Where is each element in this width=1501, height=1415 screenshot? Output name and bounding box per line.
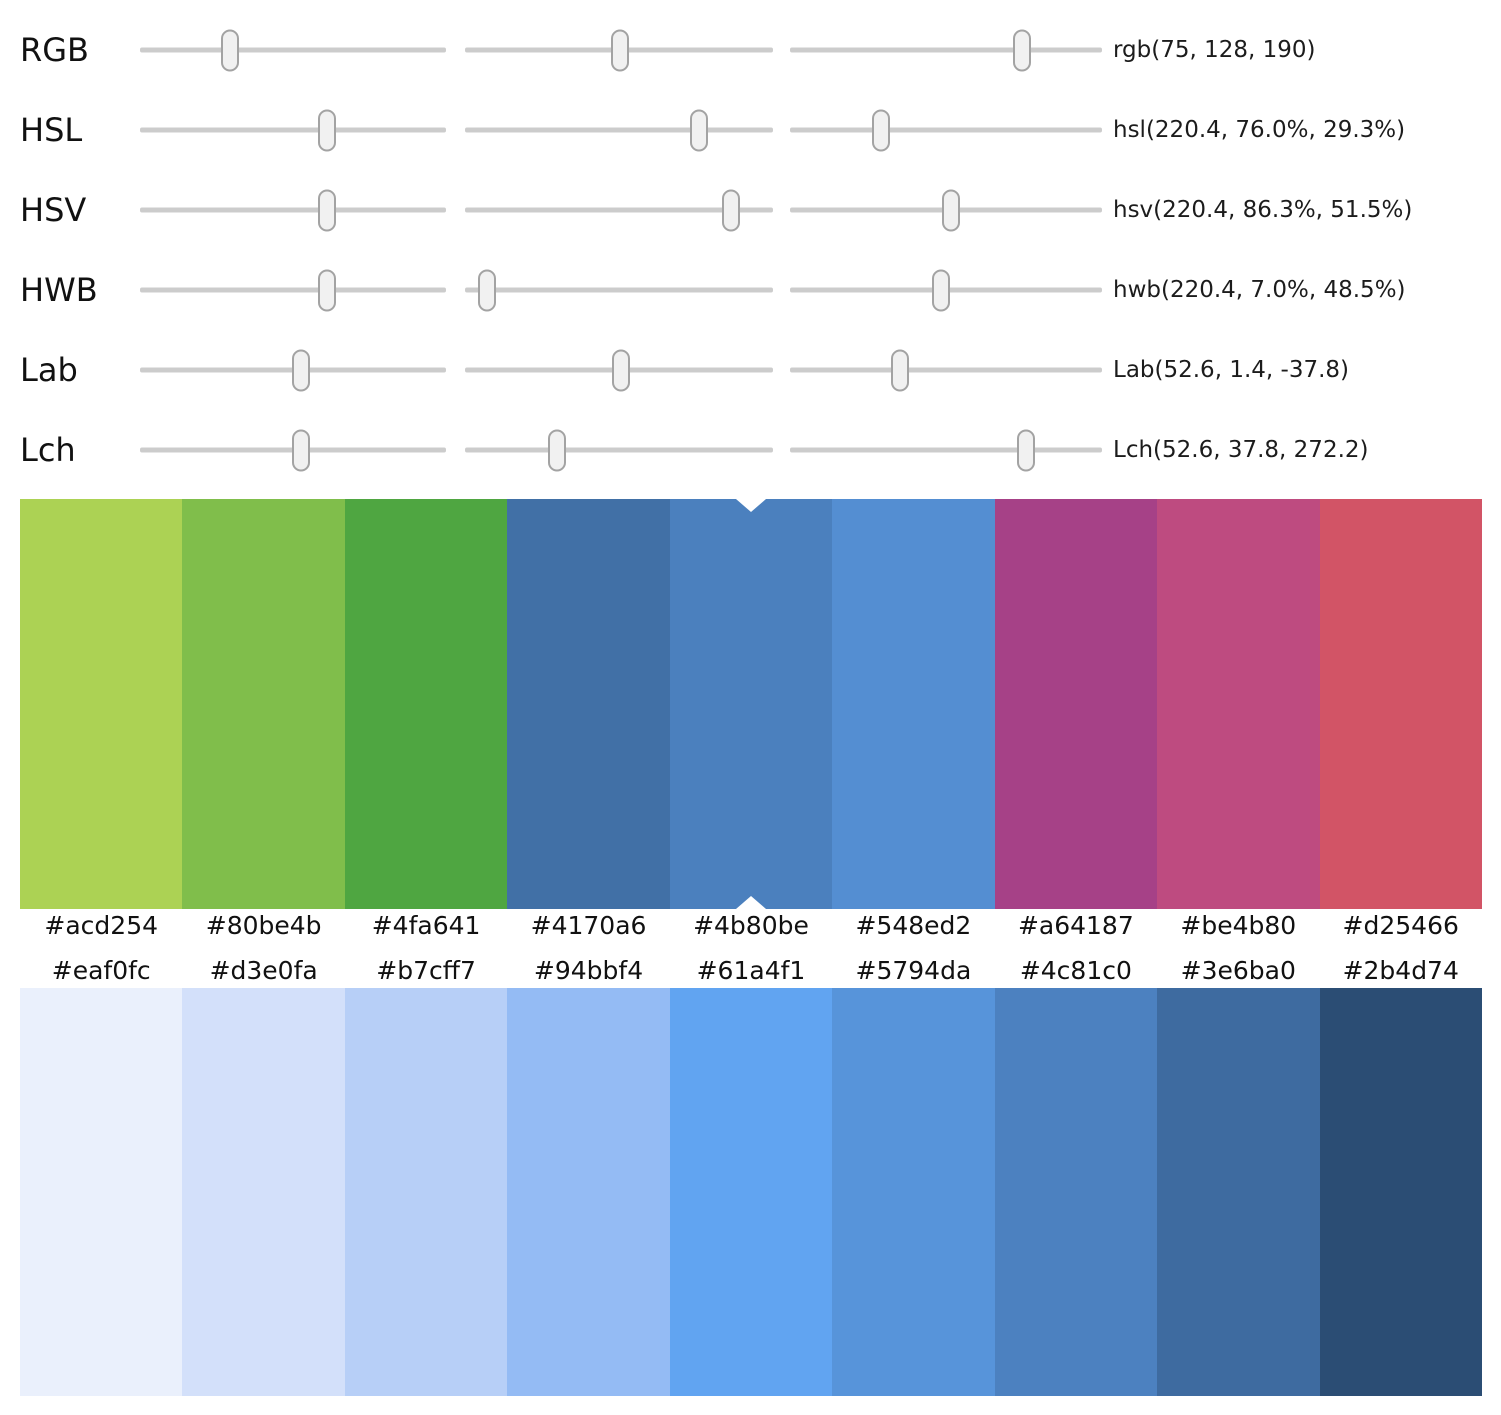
slider-track-2[interactable] (465, 429, 773, 471)
palette-main-hex-labels: #acd254 #80be4b #4fa641 #4170a6 #4b80be #548e… (20, 905, 1482, 945)
slider-thumb-1[interactable] (220, 29, 239, 71)
slider-thumb-3[interactable] (941, 189, 960, 231)
swatch[interactable] (507, 499, 670, 909)
swatch[interactable] (1319, 988, 1482, 1396)
swatch[interactable] (1157, 988, 1320, 1396)
slider-track-2[interactable] (465, 349, 773, 391)
slider-row-label: Lch (20, 431, 76, 469)
slider-row-label: Lab (20, 351, 78, 389)
swatch-hex-label: #4fa641 (371, 910, 481, 940)
swatch[interactable] (1319, 499, 1482, 909)
slider-row-label: HWB (20, 271, 98, 309)
slider-row: Lab Lab(52.6, 1.4, -37.8) (0, 330, 1501, 410)
swatch[interactable] (20, 499, 183, 909)
swatch[interactable] (832, 499, 995, 909)
swatch-hex-label: #94bbf4 (533, 955, 644, 985)
slider-thumb-2[interactable] (477, 269, 496, 311)
swatch-hex-label: #d25466 (1342, 910, 1459, 940)
slider-track-1[interactable] (140, 109, 446, 151)
swatch-hex-label: #2b4d74 (1342, 955, 1459, 985)
slider-thumb-2[interactable] (610, 29, 629, 71)
swatch-hex-label: #b7cff7 (376, 955, 476, 985)
swatch[interactable] (182, 499, 345, 909)
slider-value: hsl(220.4, 76.0%, 29.3%) (1113, 117, 1406, 143)
slider-track-3[interactable] (790, 109, 1102, 151)
swatch[interactable] (344, 499, 508, 909)
slider-track-1[interactable] (140, 349, 446, 391)
slider-value: Lab(52.6, 1.4, -37.8) (1113, 357, 1349, 383)
swatch-hex-label: #548ed2 (855, 910, 972, 940)
swatch-hex-label: #d3e0fa (209, 955, 318, 985)
slider-thumb-1[interactable] (318, 109, 337, 151)
slider-track-1[interactable] (140, 189, 446, 231)
slider-thumb-2[interactable] (612, 349, 631, 391)
swatch[interactable] (1157, 499, 1320, 909)
slider-thumb-1[interactable] (318, 189, 337, 231)
slider-thumb-1[interactable] (291, 429, 310, 471)
slider-row: RGB rgb(75, 128, 190) (0, 10, 1501, 90)
slider-thumb-1[interactable] (318, 269, 337, 311)
swatch-hex-label: #be4b80 (1180, 910, 1297, 940)
swatch[interactable] (182, 988, 345, 1396)
slider-thumb-1[interactable] (291, 349, 310, 391)
swatch-hex-label: #61a4f1 (696, 955, 806, 985)
swatch-hex-label: #eaf0fc (51, 955, 151, 985)
slider-track-3[interactable] (790, 349, 1102, 391)
slider-row: HWB hwb(220.4, 7.0%, 48.5%) (0, 250, 1501, 330)
slider-track-3[interactable] (790, 429, 1102, 471)
swatch[interactable] (669, 499, 833, 909)
slider-track-2[interactable] (465, 269, 773, 311)
slider-value: Lch(52.6, 37.8, 272.2) (1113, 437, 1369, 463)
slider-thumb-2[interactable] (690, 109, 709, 151)
slider-value: hwb(220.4, 7.0%, 48.5%) (1113, 277, 1406, 303)
slider-row: Lch Lch(52.6, 37.8, 272.2) (0, 410, 1501, 490)
selection-notch-bottom-icon (736, 896, 766, 909)
slider-track-2[interactable] (465, 29, 773, 71)
selection-notch-top-icon (736, 499, 766, 512)
slider-panel: RGB rgb(75, 128, 190) HSL hsl(220.4, 76.… (0, 0, 1501, 490)
slider-row-label: HSV (20, 191, 87, 229)
slider-track-1[interactable] (140, 429, 446, 471)
slider-thumb-2[interactable] (721, 189, 740, 231)
slider-row-label: HSL (20, 111, 83, 149)
slider-value: hsv(220.4, 86.3%, 51.5%) (1113, 197, 1413, 223)
slider-track-1[interactable] (140, 29, 446, 71)
slider-thumb-3[interactable] (1016, 429, 1035, 471)
swatch[interactable] (507, 988, 670, 1396)
swatch-hex-label: #80be4b (205, 910, 322, 940)
swatch-hex-label: #3e6ba0 (1180, 955, 1296, 985)
swatch-hex-label: #4c81c0 (1019, 955, 1132, 985)
slider-thumb-2[interactable] (548, 429, 567, 471)
slider-track-3[interactable] (790, 269, 1102, 311)
slider-thumb-3[interactable] (1013, 29, 1032, 71)
slider-row: HSL hsl(220.4, 76.0%, 29.3%) (0, 90, 1501, 170)
swatch[interactable] (994, 499, 1158, 909)
swatch[interactable] (669, 988, 833, 1396)
slider-track-2[interactable] (465, 109, 773, 151)
palette-tints (20, 988, 1482, 1396)
slider-track-1[interactable] (140, 269, 446, 311)
slider-row-label: RGB (20, 31, 89, 69)
swatch[interactable] (344, 988, 508, 1396)
slider-thumb-3[interactable] (891, 349, 910, 391)
swatch-hex-label: #4170a6 (530, 910, 647, 940)
swatch-hex-label: #5794da (855, 955, 972, 985)
slider-thumb-3[interactable] (872, 109, 891, 151)
slider-track-3[interactable] (790, 29, 1102, 71)
swatch-hex-label: #4b80be (693, 910, 809, 940)
slider-track-2[interactable] (465, 189, 773, 231)
swatch[interactable] (994, 988, 1158, 1396)
palette-tints-hex-labels: #eaf0fc #d3e0fa #b7cff7 #94bbf4 #61a4f1 #5794… (20, 950, 1482, 990)
slider-value: rgb(75, 128, 190) (1113, 37, 1316, 63)
swatch[interactable] (832, 988, 995, 1396)
palette-main (20, 499, 1482, 909)
slider-row: HSV hsv(220.4, 86.3%, 51.5%) (0, 170, 1501, 250)
slider-thumb-3[interactable] (932, 269, 951, 311)
swatch[interactable] (20, 988, 183, 1396)
slider-track-3[interactable] (790, 189, 1102, 231)
swatch-hex-label: #a64187 (1017, 910, 1134, 940)
swatch-hex-label: #acd254 (44, 910, 159, 940)
